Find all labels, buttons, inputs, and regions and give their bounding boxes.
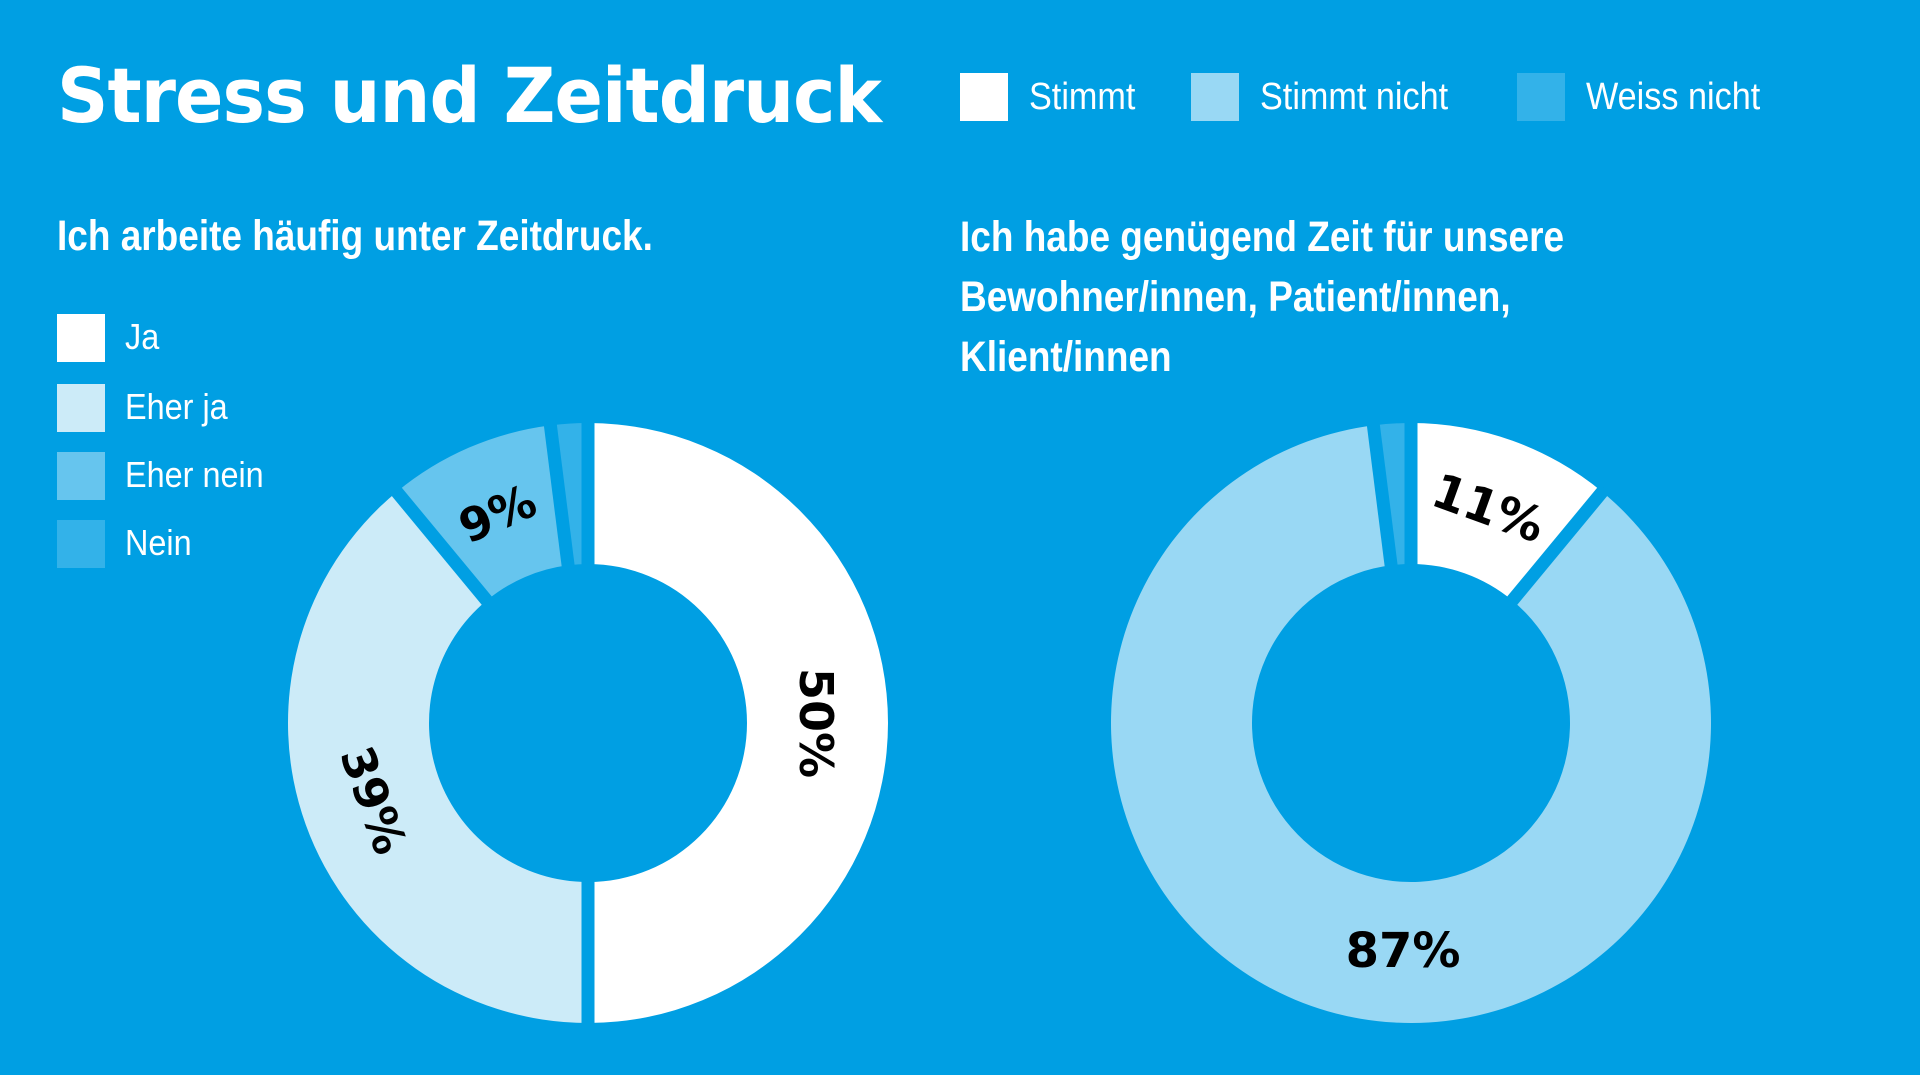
legend-swatch-stimmt: [960, 73, 1008, 121]
donut-gap: [389, 484, 495, 608]
donut-segment-eher-ja: [288, 491, 588, 1023]
legend-label: Eher ja: [125, 386, 228, 427]
donut-chart-zeitdruck: 50%39%9%: [288, 419, 888, 1027]
donut-gap: [1366, 420, 1399, 571]
legend-item-nein: Nein: [57, 520, 317, 568]
page-title: Stress und Zeitdruck: [57, 51, 882, 140]
chart-left-title: Ich arbeite häufig unter Zeitdruck.: [57, 212, 653, 260]
donut-gap: [543, 420, 576, 571]
data-label-stimmt-nicht: 87%: [1346, 923, 1461, 979]
legend-item-eher-ja: Eher ja: [57, 384, 317, 432]
legend-item-eher-nein: Eher nein: [57, 452, 317, 500]
chart-right-title: Ich habe genügend Zeit für unsere Bewohn…: [960, 207, 1564, 387]
chart-right-title-line: Ich habe genügend Zeit für unsere: [960, 213, 1565, 261]
donut-segment-stimmt-nicht: [1111, 425, 1711, 1024]
legend-label: Eher nein: [125, 454, 264, 495]
legend-swatch-stimmt-nicht: [1191, 73, 1239, 121]
legend-swatch-nein: [57, 520, 105, 568]
chart-right-title-line: Klient/innen: [960, 333, 1172, 381]
legend-swatch-eher-ja: [57, 384, 105, 432]
legend-swatch-eher-nein: [57, 452, 105, 500]
data-label-ja: 50%: [789, 668, 843, 778]
legend-label: Weiss nicht: [1586, 76, 1761, 118]
donut-segment-ja: [588, 423, 888, 1023]
legend-label: Ja: [125, 316, 160, 357]
donut-chart-genuegend-zeit: 11%87%: [1111, 419, 1711, 1024]
legend-label: Nein: [125, 522, 192, 563]
donut-segment-eher-nein: [396, 425, 569, 601]
legend-label: Stimmt nicht: [1260, 76, 1449, 118]
donut-gap: [1504, 484, 1610, 608]
chart-right-title-line: Bewohner/innen, Patient/innen,: [960, 273, 1511, 321]
legend-label: Stimmt: [1029, 76, 1136, 118]
donut-segment-stimmt: [1411, 423, 1603, 601]
legend-item-ja: Ja: [57, 314, 317, 362]
legend-swatch-weiss-nicht: [1517, 73, 1565, 121]
legend-swatch-ja: [57, 314, 105, 362]
